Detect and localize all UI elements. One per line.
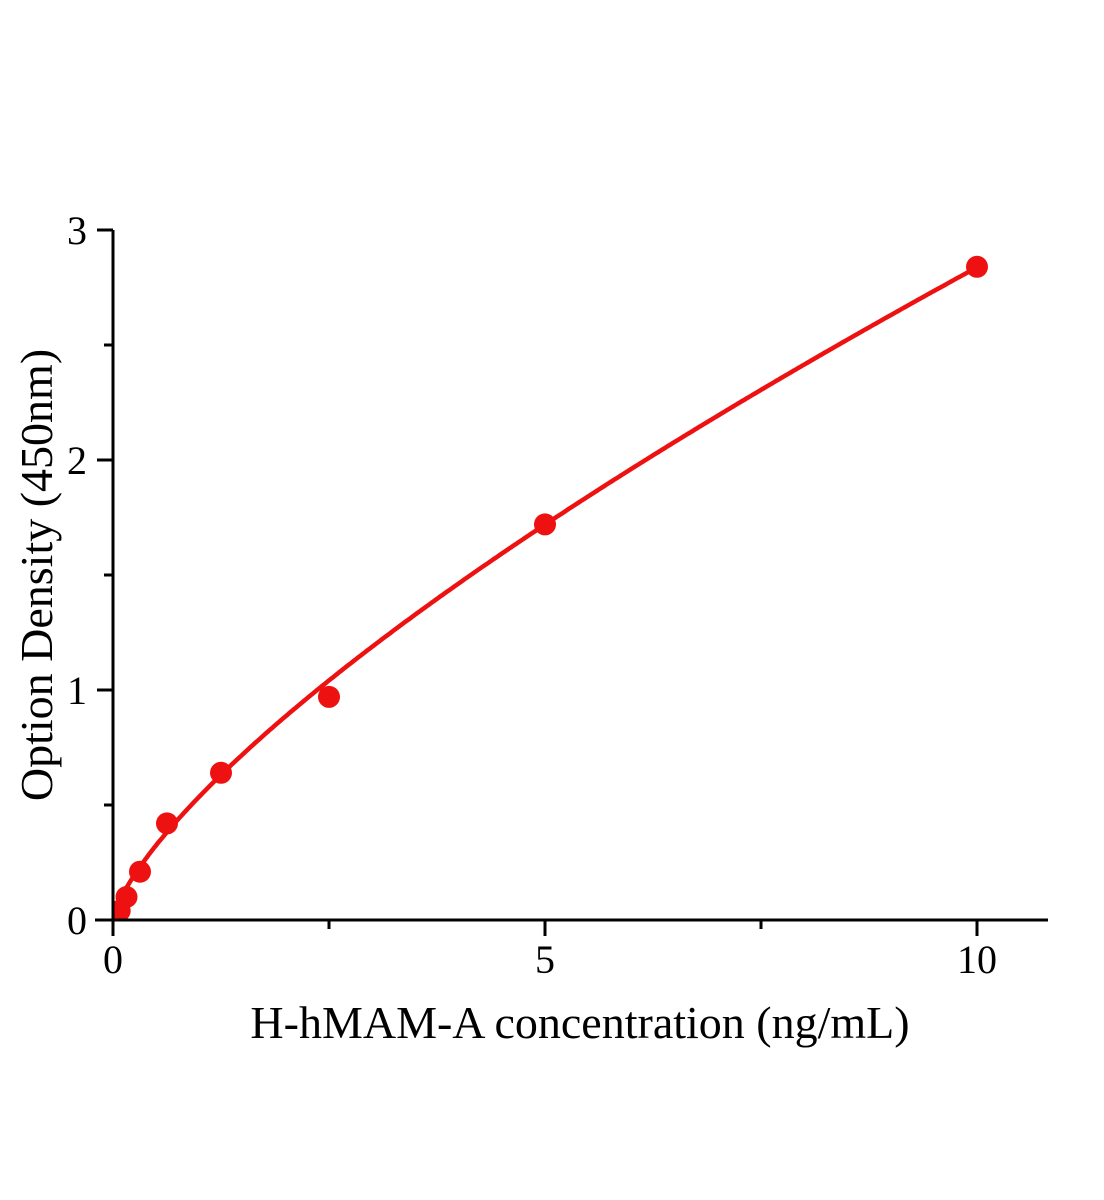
- axes-layer: 0 5 10 0 1 2 3: [67, 208, 1048, 982]
- data-point: [115, 886, 138, 908]
- data-point: [318, 685, 340, 708]
- data-point: [156, 812, 178, 835]
- data-point: [534, 513, 556, 536]
- y-tick-labels: 0 1 2 3: [67, 208, 87, 943]
- y-tick-label: 2: [67, 438, 87, 483]
- x-axis-label: H-hMAM-A concentration (ng/mL): [250, 997, 909, 1048]
- x-tick-label: 0: [103, 937, 123, 982]
- data-point: [210, 761, 232, 784]
- fit-curve: [113, 265, 980, 915]
- y-tick-label: 1: [67, 668, 87, 713]
- y-tick-label: 0: [67, 898, 87, 943]
- y-ticks: [97, 228, 113, 922]
- y-axis-label: Option Density (450nm): [11, 349, 62, 801]
- x-tick-label: 5: [535, 937, 555, 982]
- y-tick-label: 3: [67, 208, 87, 253]
- x-tick-labels: 0 5 10: [103, 937, 997, 982]
- data-points: [113, 255, 988, 920]
- data-point: [129, 860, 151, 883]
- data-layer: [113, 255, 988, 920]
- x-ticks: [111, 920, 979, 936]
- x-tick-label: 10: [957, 937, 997, 982]
- data-point: [966, 255, 988, 278]
